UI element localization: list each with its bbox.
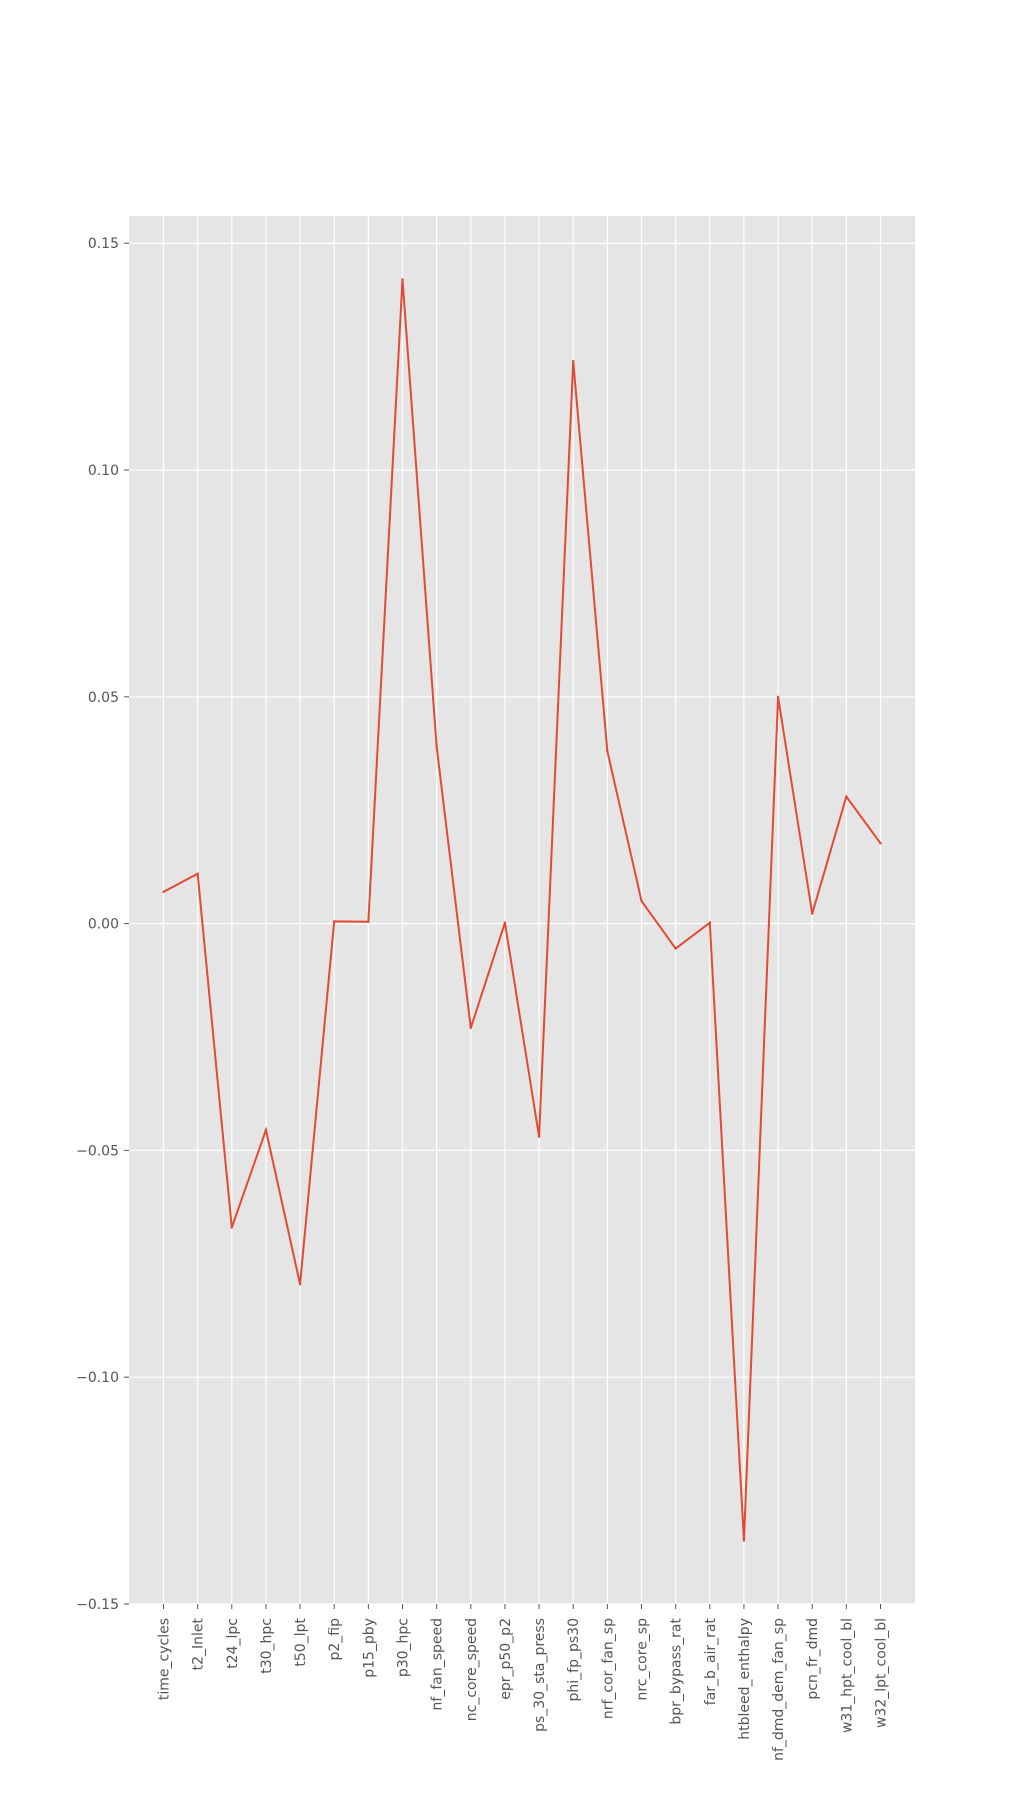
y-tick-label: 0.05: [88, 690, 119, 706]
data-point: [503, 921, 507, 924]
data-point: [537, 1135, 541, 1138]
data-point: [606, 750, 609, 753]
x-tick-label: nc_core_speed: [464, 1618, 480, 1721]
x-tick-label: pcn_fr_dmd: [805, 1618, 821, 1700]
data-point: [811, 912, 814, 915]
x-tick-label: epr_p50_p2: [498, 1618, 514, 1700]
x-tick-label: p2_fip: [327, 1618, 343, 1661]
x-tick-label: t50_lpt: [293, 1617, 309, 1666]
y-tick-label: 0.10: [88, 463, 119, 479]
data-point: [674, 947, 677, 950]
x-tick-label: t2_Inlet: [191, 1617, 207, 1670]
data-point: [776, 695, 780, 699]
x-tick-label: time_cycles: [157, 1618, 173, 1700]
data-point: [264, 1128, 268, 1132]
data-point: [162, 890, 165, 894]
data-point: [845, 795, 848, 798]
x-tick-label: p15_pby: [361, 1618, 377, 1678]
y-axis: 0.15 0.10 0.05 0.00 −0.05 −0.10 −0.15: [76, 236, 129, 1613]
data-point: [298, 1283, 302, 1286]
y-tick-label: −0.05: [76, 1143, 119, 1159]
data-point: [401, 278, 404, 281]
x-tick-label: bpr_bypass_rat: [669, 1618, 685, 1725]
data-point: [742, 1539, 746, 1542]
data-point: [879, 842, 882, 845]
y-tick-label: −0.10: [76, 1370, 119, 1386]
data-point: [333, 920, 336, 923]
data-point: [640, 899, 643, 903]
series-layer: [162, 278, 882, 1542]
data-point: [196, 872, 199, 875]
x-tick-label: ps_30_sta_press: [532, 1618, 548, 1732]
data-point: [435, 745, 438, 748]
x-tick-label: nrc_core_sp: [635, 1618, 651, 1701]
data-point: [469, 1026, 472, 1030]
x-tick-label: w31_hpt_cool_bl: [839, 1618, 855, 1733]
y-gridlines: [129, 242, 915, 1605]
x-tick-label: far_b_air_rat: [703, 1617, 719, 1705]
x-tick-label: phi_fp_ps30: [566, 1618, 582, 1701]
data-point: [367, 920, 370, 923]
x-tick-label: nf_fan_speed: [430, 1618, 446, 1710]
x-tick-label: t30_hpc: [259, 1618, 275, 1674]
y-tick-label: −0.15: [76, 1597, 119, 1613]
data-point: [708, 921, 711, 924]
y-tick-label: 0.15: [88, 236, 119, 252]
data-point: [230, 1226, 233, 1229]
plot-area: [129, 216, 915, 1604]
y-tick-label: 0.00: [88, 917, 119, 933]
x-tick-label: p30_hpc: [396, 1618, 412, 1677]
x-tick-label: nf_dmd_dem_fan_sp: [771, 1618, 787, 1761]
x-tick-label: w32_lpt_cool_bl: [874, 1618, 890, 1728]
data-point: [572, 359, 575, 363]
x-axis: time_cycles t2_Inlet t24_lpc t30_hpc t50_lpt…: [157, 1604, 890, 1761]
x-tick-label: htbleed_enthalpy: [737, 1618, 753, 1740]
series-line: [163, 279, 882, 1541]
x-tick-label: nrf_cor_fan_sp: [600, 1618, 616, 1719]
x-tick-label: t24_lpc: [225, 1618, 241, 1669]
